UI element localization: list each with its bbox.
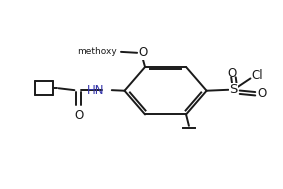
- Text: methoxy: methoxy: [77, 47, 117, 56]
- Text: S: S: [229, 83, 238, 96]
- Text: O: O: [74, 109, 83, 122]
- Text: O: O: [228, 67, 237, 80]
- Text: HN: HN: [87, 84, 105, 97]
- Text: Cl: Cl: [251, 69, 263, 82]
- Text: O: O: [138, 46, 147, 59]
- Text: O: O: [257, 87, 266, 100]
